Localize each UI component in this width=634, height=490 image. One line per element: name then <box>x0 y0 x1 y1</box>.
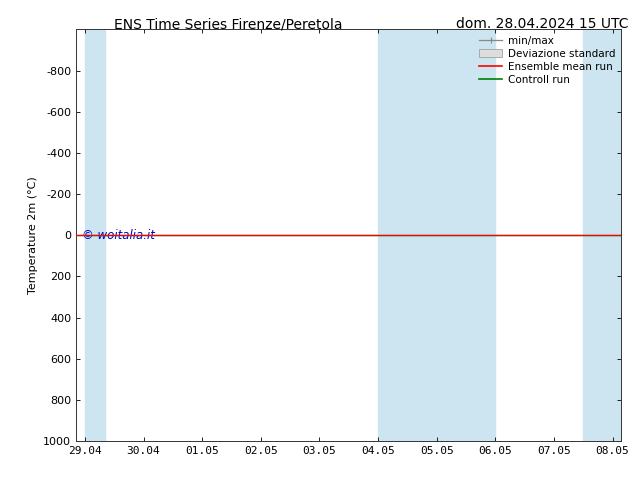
Text: ENS Time Series Firenze/Peretola: ENS Time Series Firenze/Peretola <box>114 17 342 31</box>
Text: dom. 28.04.2024 15 UTC: dom. 28.04.2024 15 UTC <box>456 17 629 31</box>
Y-axis label: Temperature 2m (°C): Temperature 2m (°C) <box>28 176 37 294</box>
Bar <box>378 29 495 441</box>
Text: © woitalia.it: © woitalia.it <box>82 229 155 242</box>
Bar <box>85 29 105 441</box>
Bar <box>583 29 634 441</box>
Legend: min/max, Deviazione standard, Ensemble mean run, Controll run: min/max, Deviazione standard, Ensemble m… <box>476 31 619 89</box>
